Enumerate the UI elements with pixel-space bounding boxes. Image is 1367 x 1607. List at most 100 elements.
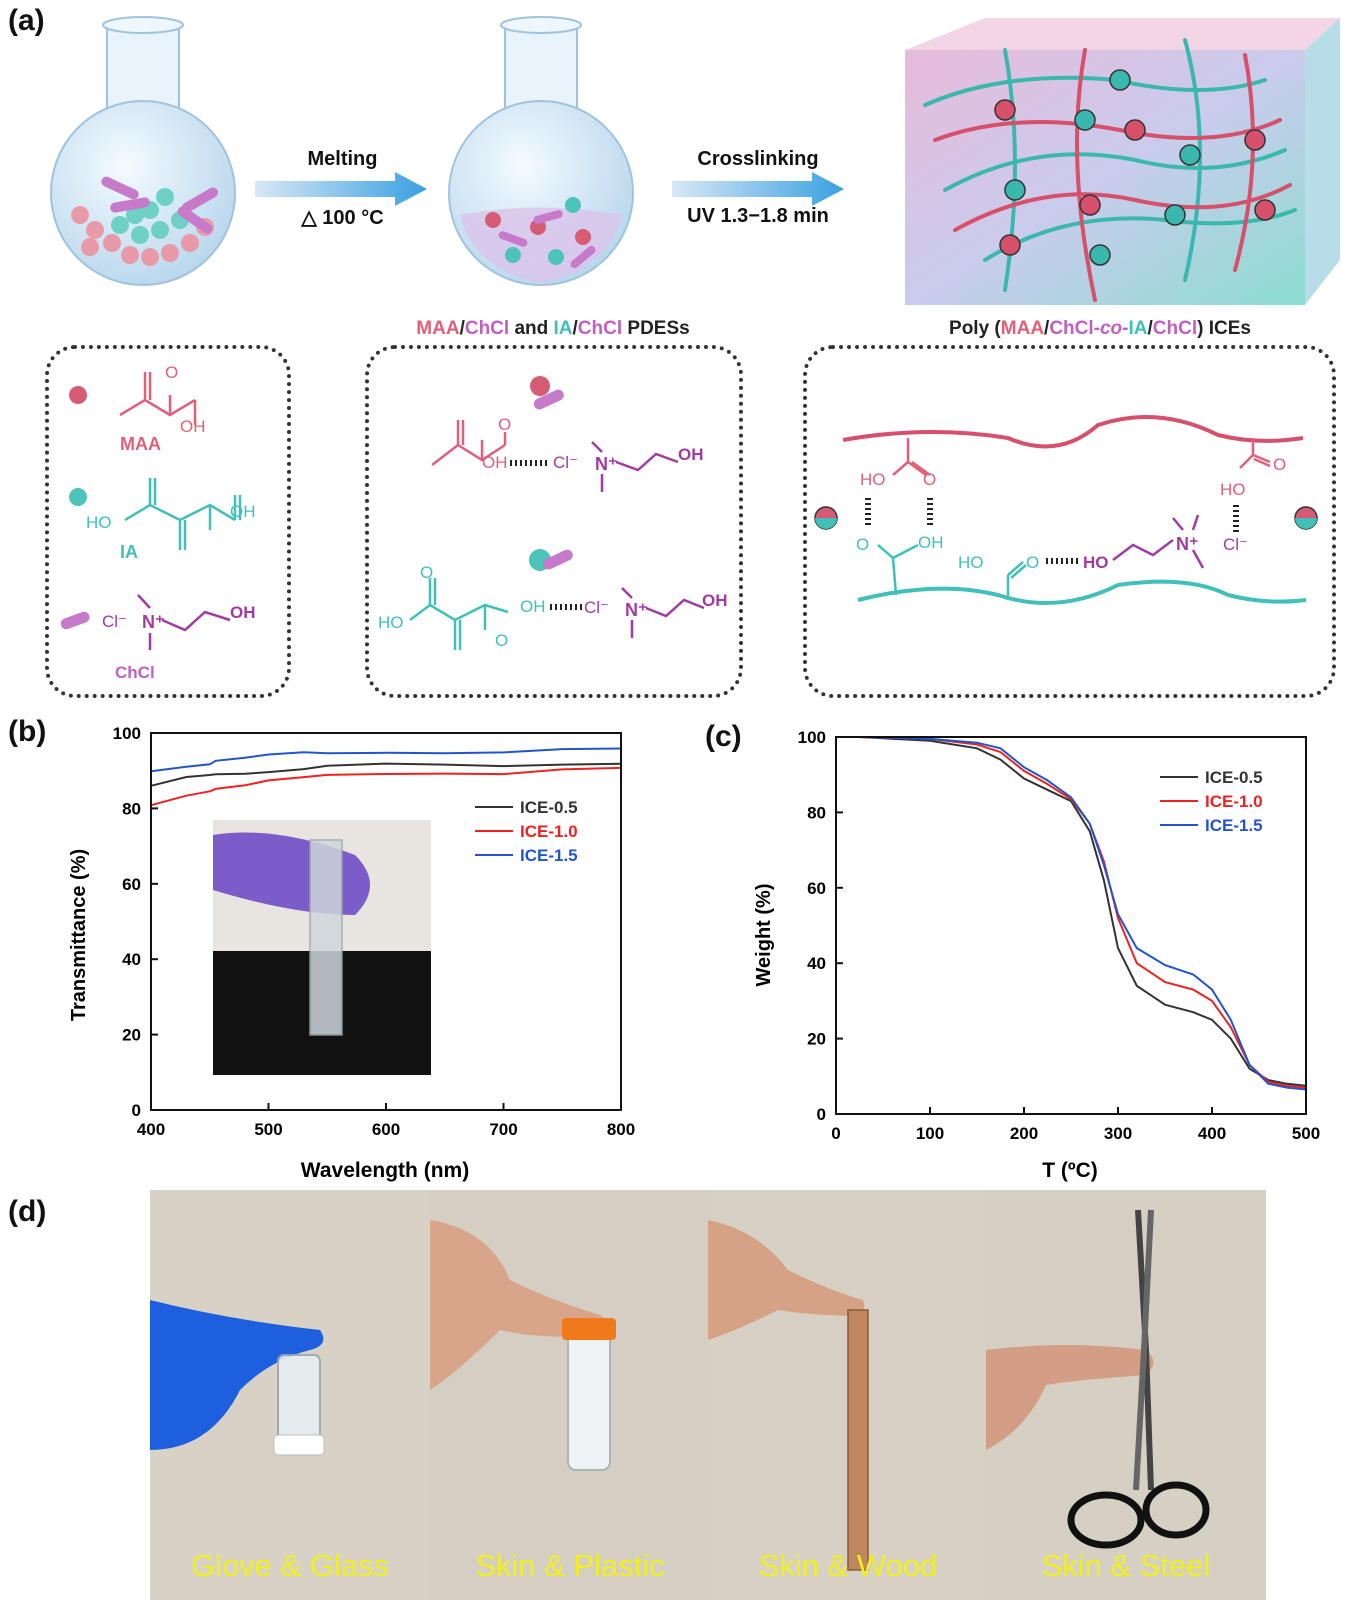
panel-a-label: (a) [8, 4, 45, 37]
photo-caption-1: Glove & Glass [190, 1548, 390, 1583]
y-tick-label: 100 [798, 728, 826, 747]
panel-b-label: (b) [8, 715, 47, 748]
ice-n-label: N⁺ [1176, 534, 1199, 554]
y-tick-label: 40 [122, 950, 141, 969]
x-tick-label: 400 [1198, 1124, 1226, 1143]
chcl-label: ChCl [115, 663, 155, 682]
legend-label: ICE-1.5 [1205, 816, 1263, 835]
y-tick-label: 80 [807, 803, 826, 822]
caption_right-part: MAA [1000, 318, 1045, 339]
chcl-oh-label: OH [230, 603, 256, 622]
x-tick-label: 500 [254, 1120, 282, 1139]
c-xlabel: T (ºC) [1042, 1159, 1097, 1182]
mixed-particles [71, 176, 218, 266]
arrow1-bottom-label: △ 100 °C [301, 207, 384, 229]
monomer-box [45, 345, 291, 698]
photo-caption-2: Skin & Plastic [475, 1548, 665, 1583]
ice-o1-label: O [923, 470, 936, 489]
series-line-ICE-1.5 [150, 747, 622, 773]
x-tick-label: 100 [916, 1124, 944, 1143]
caption_middle-part: and [509, 318, 554, 339]
flask-raw-materials [50, 16, 236, 286]
skin-steel-scene [986, 1209, 1210, 1549]
ia-label: IA [120, 542, 138, 562]
pdes-box [365, 345, 743, 698]
x-tick-label: 600 [372, 1120, 400, 1139]
y-tick-label: 80 [122, 799, 141, 818]
y-tick-label: 40 [807, 954, 826, 973]
caption_middle-part: / [459, 318, 465, 339]
y-tick-label: 0 [132, 1101, 141, 1120]
caption_middle-part: IA [553, 318, 573, 339]
flask-melted-pdes [448, 16, 634, 286]
caption_right-part: ) ICEs [1197, 318, 1251, 339]
panel-d-label: (d) [8, 1195, 47, 1228]
ia-oh-label: OH [230, 502, 256, 521]
chcl-cl-label: Cl⁻ [102, 612, 127, 631]
monomer-structures: O OH MAA HO OH IA Cl⁻ N⁺ OH ChCl [60, 363, 256, 682]
ice-interaction-structures: HO O O HO O OH HO O HO N⁺ Cl⁻ [814, 415, 1318, 605]
maa-o-label: O [165, 363, 178, 382]
ice-ho2-label: HO [1220, 480, 1246, 499]
legend-label: ICE-1.5 [520, 846, 578, 865]
ice-ho1-label: HO [860, 470, 886, 489]
series-line-ICE-1.0 [859, 736, 1307, 1089]
caption_right-part: / [1044, 318, 1050, 339]
maa-label: MAA [120, 434, 161, 454]
ice-o4-label: O [1026, 553, 1039, 572]
arrow2-bottom-label: UV 1.3−1.8 min [687, 205, 829, 227]
skin-wood-scene [708, 1220, 869, 1571]
arrow-melting [255, 172, 427, 206]
y-tick-label: 0 [817, 1105, 826, 1124]
caption_middle-part: ChCl [577, 318, 623, 339]
b-ylabel: Transmittance (%) [68, 849, 90, 1021]
pdes2-n-label: N⁺ [625, 600, 648, 620]
photo-glove-glass: Glove & Glass [150, 1190, 430, 1600]
y-tick-label: 100 [113, 724, 141, 743]
pdes2-o-label: O [420, 563, 433, 582]
ice-ho4-label: HO [1083, 553, 1109, 572]
caption_middle-part: PDESs [622, 318, 690, 339]
pdes1-o-label: O [498, 415, 511, 434]
pdes1-cl-label: Cl⁻ [553, 453, 578, 472]
crosslink-nodes [994, 69, 1276, 266]
x-tick-label: 700 [489, 1120, 517, 1139]
photo-caption-3: Skin & Wood [758, 1548, 938, 1583]
transmittance-chart: Transmittance (%) Wavelength (nm) 400 500… [68, 724, 635, 1182]
y-tick-label: 60 [807, 879, 826, 898]
arrow2-top-label: Crosslinking [697, 148, 819, 170]
x-tick-label: 200 [1010, 1124, 1038, 1143]
ia-ho-label: HO [86, 513, 112, 532]
caption_middle-part: / [572, 318, 578, 339]
tga-chart: Weight (%) T (ºC) 0 100 200 300 400 500 0 20 40 6… [753, 728, 1320, 1182]
pdes-caption: MAA/ChCl and IA/ChCl PDESs [378, 318, 728, 340]
chcl-n-label: N⁺ [142, 612, 165, 632]
ice-o2-label: O [1273, 455, 1286, 474]
x-tick-label: 400 [137, 1120, 165, 1139]
caption_right-part: - [1122, 318, 1129, 339]
ice-box [803, 345, 1336, 698]
ice-cl-label: Cl⁻ [1223, 535, 1248, 554]
b-xlabel: Wavelength (nm) [301, 1159, 469, 1182]
x-tick-label: 0 [831, 1124, 840, 1143]
b-plot-frame [150, 732, 622, 1111]
caption_middle-part: ChCl [464, 318, 510, 339]
arrow-crosslinking [672, 172, 844, 206]
y-tick-label: 60 [122, 875, 141, 894]
arrow1-top-label: Melting [307, 148, 378, 170]
photo-skin-steel: Skin & Steel [986, 1190, 1266, 1600]
photo-skin-wood: Skin & Wood [708, 1190, 986, 1600]
pdes-structures: O OH Cl⁻ N⁺ OH O HO O OH Cl⁻ N⁺ OH [378, 376, 728, 650]
series-line-ICE-0.5 [859, 736, 1307, 1087]
legend-label: ICE-0.5 [1205, 768, 1263, 787]
caption_right-part: Poly ( [949, 318, 1001, 339]
caption_right-part: ChCl- [1049, 318, 1100, 339]
ice-strip-photo [213, 820, 431, 1075]
panel-c-label: (c) [705, 720, 742, 753]
pdes1-oh2-label: OH [678, 445, 704, 464]
caption_right-part: / [1147, 318, 1153, 339]
ices-caption: Poly (MAA/ChCl-co-IA/ChCl) ICEs [920, 318, 1280, 340]
x-tick-label: 800 [607, 1120, 635, 1139]
skin-plastic-scene [430, 1220, 616, 1471]
glove-glass-scene [150, 1300, 325, 1456]
